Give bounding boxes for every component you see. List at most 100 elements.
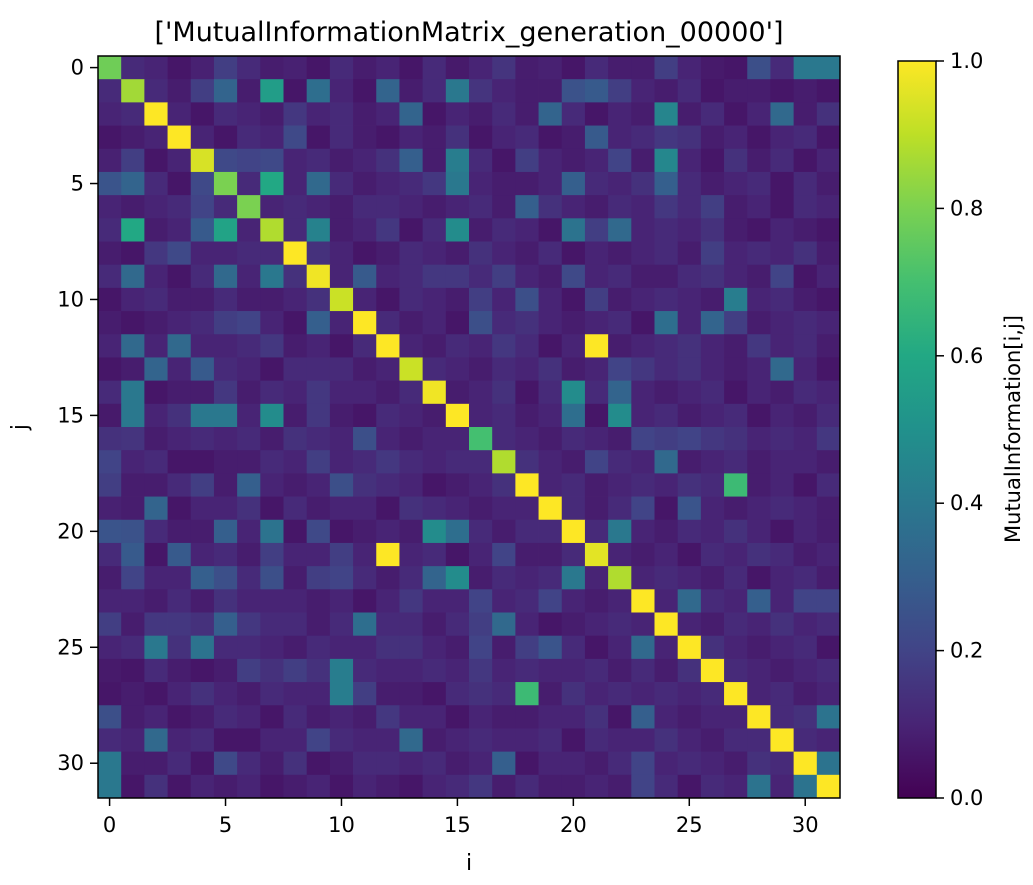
heatmap-cell bbox=[492, 496, 516, 521]
heatmap-cell bbox=[213, 589, 238, 613]
heatmap-cell bbox=[608, 751, 632, 776]
heatmap-cell bbox=[770, 519, 795, 544]
heatmap-cell bbox=[538, 473, 563, 497]
heatmap-cell bbox=[213, 728, 238, 753]
heatmap-cell bbox=[329, 427, 354, 451]
heatmap-cell bbox=[213, 450, 238, 474]
heatmap-cell bbox=[770, 403, 795, 428]
heatmap-cell bbox=[515, 542, 539, 567]
heatmap-cell bbox=[329, 171, 354, 196]
heatmap-cell bbox=[98, 612, 122, 637]
heatmap-cell bbox=[608, 612, 632, 637]
heatmap-cell bbox=[816, 566, 841, 590]
heatmap-cell bbox=[700, 751, 725, 776]
heatmap-cell bbox=[700, 125, 725, 150]
heatmap-cell bbox=[283, 496, 308, 521]
heatmap-cell bbox=[608, 682, 632, 706]
heatmap-cell bbox=[584, 403, 609, 428]
heatmap-cell bbox=[770, 287, 795, 312]
heatmap-cell bbox=[561, 148, 586, 173]
heatmap-cell bbox=[561, 264, 586, 289]
heatmap-cell bbox=[445, 287, 470, 312]
heatmap-cell bbox=[353, 403, 377, 428]
heatmap-cell bbox=[469, 473, 493, 497]
heatmap-cell bbox=[213, 218, 238, 242]
heatmap-cell bbox=[306, 125, 331, 150]
heatmap-cell bbox=[677, 171, 702, 196]
heatmap-cell bbox=[793, 125, 818, 150]
heatmap-cell bbox=[376, 635, 400, 660]
heatmap-cell bbox=[561, 751, 586, 776]
heatmap-cell bbox=[190, 728, 215, 753]
heatmap-cell bbox=[793, 542, 818, 567]
heatmap-cell bbox=[747, 357, 771, 382]
heatmap-cell bbox=[608, 542, 632, 567]
heatmap-cell bbox=[747, 728, 771, 753]
heatmap-cell bbox=[654, 612, 679, 637]
heatmap-cell bbox=[167, 79, 192, 103]
heatmap-cell bbox=[237, 496, 261, 521]
heatmap-cell bbox=[121, 218, 145, 242]
heatmap-cell bbox=[608, 728, 632, 753]
heatmap-cell bbox=[422, 102, 447, 126]
heatmap-cell bbox=[121, 612, 145, 637]
heatmap-cell bbox=[190, 496, 215, 521]
heatmap-cell bbox=[306, 380, 331, 405]
heatmap-cell bbox=[283, 589, 308, 613]
heatmap-cell bbox=[700, 473, 725, 497]
heatmap-cell bbox=[816, 589, 841, 613]
heatmap-cell bbox=[700, 705, 725, 729]
heatmap-cell bbox=[469, 56, 493, 80]
heatmap-cell bbox=[561, 334, 586, 358]
heatmap-cell bbox=[793, 264, 818, 289]
heatmap-cell bbox=[445, 56, 470, 80]
heatmap-cell bbox=[422, 264, 447, 289]
heatmap-cell bbox=[98, 728, 122, 753]
heatmap-cell bbox=[492, 682, 516, 706]
heatmap-cell bbox=[631, 56, 655, 80]
heatmap-cell bbox=[260, 357, 284, 382]
heatmap-cell bbox=[353, 241, 377, 266]
heatmap-cell bbox=[422, 125, 447, 150]
heatmap-cell bbox=[422, 542, 447, 567]
heatmap-cell bbox=[793, 357, 818, 382]
heatmap-cell bbox=[747, 473, 771, 497]
heatmap-cell bbox=[353, 705, 377, 729]
heatmap-cell bbox=[329, 79, 354, 103]
heatmap-cell bbox=[608, 380, 632, 405]
heatmap-cell bbox=[700, 218, 725, 242]
heatmap-cell bbox=[376, 751, 400, 776]
heatmap-cell bbox=[608, 566, 632, 590]
heatmap-cell bbox=[584, 311, 609, 335]
heatmap-cell bbox=[190, 357, 215, 382]
heatmap-cell bbox=[492, 705, 516, 729]
heatmap-cell bbox=[190, 195, 215, 219]
heatmap-cell bbox=[700, 658, 725, 683]
heatmap-cell bbox=[700, 774, 725, 799]
heatmap-cell bbox=[121, 264, 145, 289]
heatmap-cell bbox=[98, 195, 122, 219]
heatmap-cell bbox=[353, 148, 377, 173]
heatmap-cell bbox=[306, 241, 331, 266]
heatmap-cell bbox=[213, 519, 238, 544]
heatmap-cell bbox=[608, 496, 632, 521]
heatmap-cell bbox=[492, 56, 516, 80]
heatmap-cell bbox=[376, 589, 400, 613]
heatmap-cell bbox=[469, 519, 493, 544]
heatmap-cell bbox=[445, 496, 470, 521]
heatmap-cell bbox=[167, 334, 192, 358]
heatmap-cell bbox=[747, 566, 771, 590]
heatmap-cell bbox=[376, 542, 400, 567]
heatmap-cell bbox=[608, 102, 632, 126]
heatmap-cell bbox=[260, 403, 284, 428]
heatmap-cell bbox=[700, 635, 725, 660]
heatmap-cell bbox=[237, 751, 261, 776]
heatmap-cell bbox=[237, 264, 261, 289]
heatmap-cell bbox=[121, 751, 145, 776]
heatmap-cell bbox=[329, 102, 354, 126]
heatmap-cell bbox=[793, 635, 818, 660]
heatmap-cell bbox=[399, 519, 424, 544]
heatmap-cell bbox=[654, 56, 679, 80]
heatmap-cell bbox=[584, 380, 609, 405]
heatmap-cell bbox=[770, 635, 795, 660]
